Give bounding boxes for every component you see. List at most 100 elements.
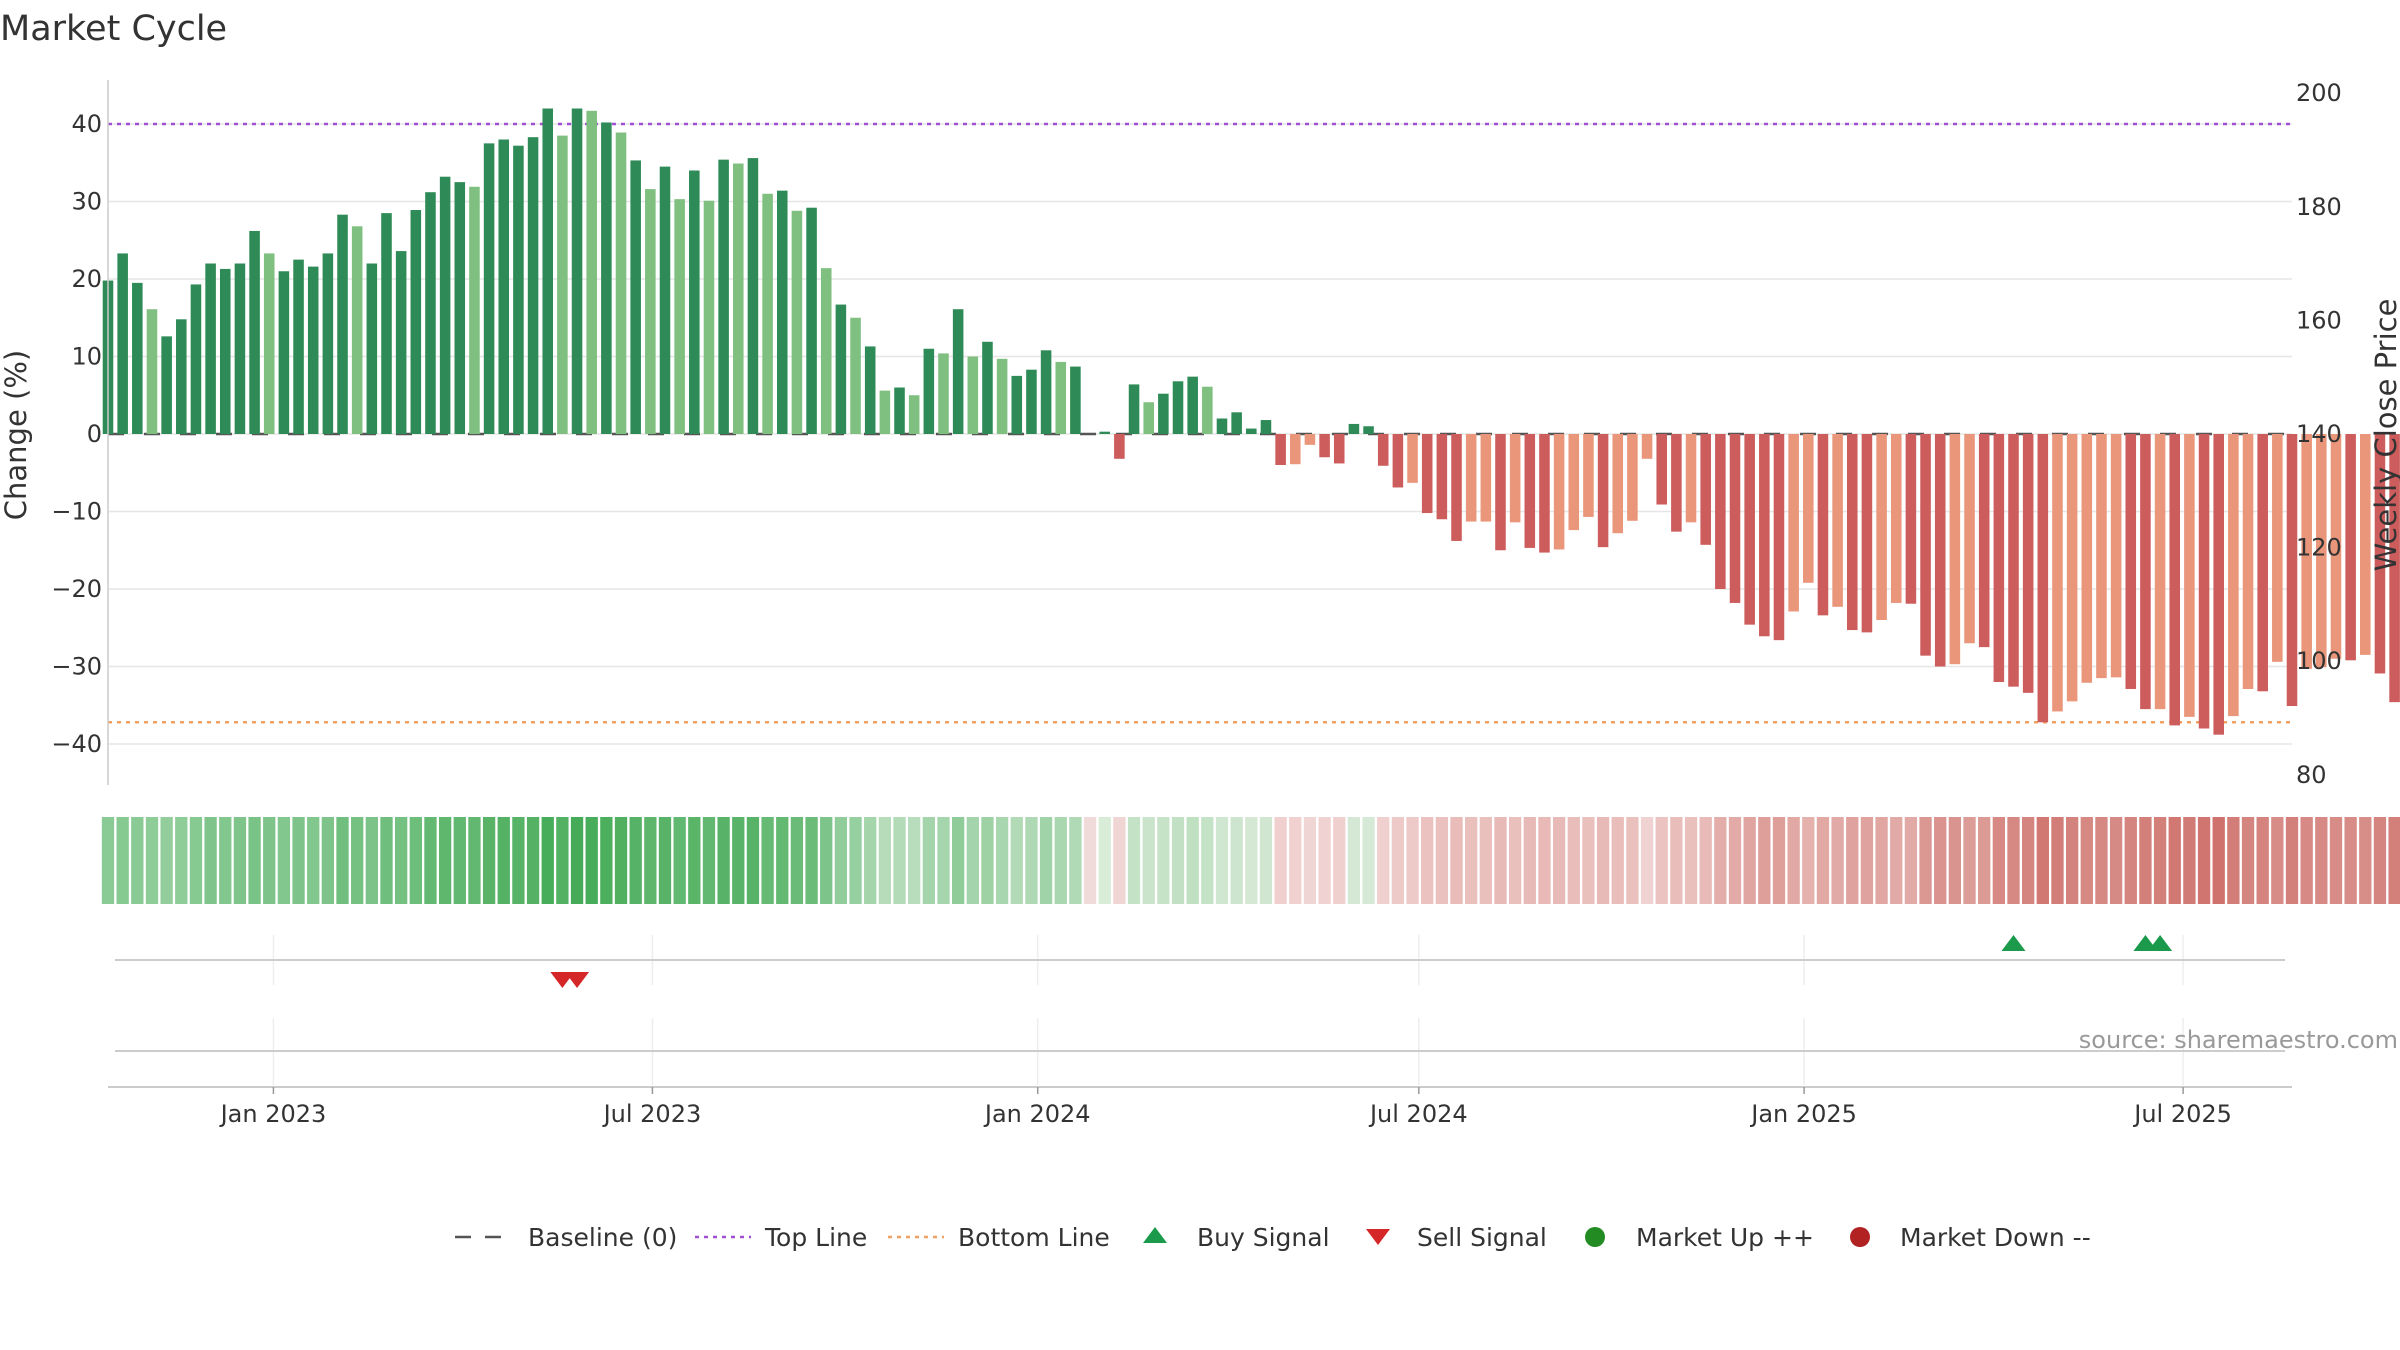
cycle-strip-cell	[2315, 817, 2328, 904]
change-bar	[586, 110, 597, 434]
change-bar	[161, 336, 172, 434]
cycle-strip-cell	[263, 817, 276, 904]
source-credit: source: sharemaestro.com	[2079, 1026, 2398, 1054]
legend: Baseline (0) Top Line Bottom Line Buy Signa…	[455, 1223, 2091, 1252]
cycle-strip-cell	[292, 817, 305, 904]
change-bar	[1715, 434, 1726, 589]
cycle-strip-cell	[556, 817, 569, 904]
change-bar	[1055, 361, 1067, 434]
change-bar	[1465, 434, 1477, 522]
change-bar	[2301, 434, 2312, 669]
change-bar	[527, 137, 539, 435]
change-bar	[2257, 434, 2268, 692]
change-bar	[1803, 434, 1814, 583]
change-bar	[982, 341, 993, 434]
change-bar	[1656, 434, 1667, 505]
change-bar	[1128, 384, 1140, 434]
cycle-strip-cell	[1494, 817, 1507, 904]
cycle-strip-cell	[2109, 817, 2123, 904]
cycle-strip-cell	[2285, 817, 2299, 904]
cycle-strip-cell	[1611, 817, 1624, 904]
change-bar	[2081, 434, 2093, 683]
cycle-strip-cell	[1098, 817, 1111, 904]
y2-tick-label: 140	[2296, 420, 2342, 448]
legend-label: Market Down --	[1900, 1223, 2091, 1252]
cycle-strip-cell	[1728, 817, 1742, 904]
cycle-strip-cell	[2197, 817, 2211, 904]
change-bar	[2125, 434, 2137, 689]
change-bar	[1509, 434, 1521, 523]
change-bar	[469, 186, 480, 434]
cycle-strip-cell	[1963, 817, 1976, 904]
change-bar	[703, 200, 715, 434]
bar-series	[102, 108, 2400, 735]
change-bar	[2184, 434, 2195, 717]
cycle-strip-cell	[1479, 817, 1492, 904]
change-bar	[117, 253, 128, 434]
cycle-strip-cell	[776, 817, 789, 904]
change-bar	[820, 268, 832, 434]
cycle-strip-cell	[1406, 817, 1419, 904]
change-bar	[351, 226, 363, 434]
cycle-strip-cell	[717, 817, 730, 904]
cycle-strip-cell	[966, 817, 979, 904]
cycle-strip-cell	[1538, 817, 1551, 904]
change-bar	[1890, 434, 1902, 603]
cycle-strip	[101, 817, 2400, 904]
change-bar	[278, 271, 290, 434]
change-bar	[850, 317, 861, 434]
change-bar	[1627, 434, 1638, 521]
change-bar	[1553, 434, 1565, 550]
legend-label: Bottom Line	[958, 1223, 1110, 1252]
cycle-strip-cell	[2256, 817, 2269, 904]
cycle-strip-cell	[1699, 817, 1712, 904]
cycle-strip-cell	[2344, 817, 2357, 904]
change-bar	[2037, 434, 2049, 723]
cycle-strip-cell	[351, 817, 364, 904]
cycle-strip-cell	[1655, 817, 1668, 904]
cycle-strip-cell	[101, 817, 115, 904]
cycle-strip-cell	[1010, 817, 1023, 904]
cycle-strip-cell	[189, 817, 203, 904]
change-bar	[1392, 434, 1404, 488]
cycle-strip-cell	[2095, 817, 2108, 904]
cycle-strip-cell	[849, 817, 862, 904]
change-bar	[1641, 434, 1653, 459]
change-bar	[395, 251, 407, 434]
cycle-strip-cell	[307, 817, 320, 904]
change-bar	[1993, 434, 2005, 682]
cycle-strip-cell	[1039, 817, 1053, 904]
cycle-strip-cell	[2153, 817, 2167, 904]
cycle-strip-cell	[1596, 817, 1610, 904]
cycle-strip-cell	[365, 817, 378, 904]
cycle-strip-cell	[644, 817, 657, 904]
cycle-strip-cell	[2300, 817, 2313, 904]
change-bar	[1612, 434, 1624, 534]
y-tick-label: 10	[71, 343, 102, 371]
cycle-strip-cell	[1582, 817, 1595, 904]
change-bar	[1949, 434, 1961, 665]
cycle-strip-cell	[1948, 817, 1962, 904]
cycle-strip-cell	[1714, 817, 1727, 904]
cycle-strip-cell	[233, 817, 247, 904]
change-bar	[762, 193, 773, 434]
change-bar	[2389, 434, 2400, 703]
legend-buy-swatch	[1143, 1227, 1167, 1243]
change-bar	[1114, 434, 1125, 459]
cycle-strip-cell	[336, 817, 349, 904]
change-bar	[1861, 434, 1873, 633]
cycle-strip-cell	[2359, 817, 2372, 904]
cycle-strip-cell	[761, 817, 774, 904]
change-bar	[1597, 434, 1609, 548]
y-tick-label: 40	[71, 110, 102, 138]
change-bar	[2140, 434, 2151, 710]
cycle-strip-cell	[409, 817, 422, 904]
cycle-strip-cell	[497, 817, 510, 904]
cycle-strip-cell	[2271, 817, 2284, 904]
change-bar	[1363, 426, 1374, 434]
y-tick-label: 30	[71, 188, 102, 216]
change-bar	[1040, 350, 1052, 434]
x-tick-label: Jan 2023	[219, 1100, 327, 1128]
x-axis: Jan 2023 Jul 2023 Jan 2024 Jul 2024 Jan 2025…	[108, 1086, 2292, 1128]
cycle-strip-cell	[2388, 817, 2400, 904]
